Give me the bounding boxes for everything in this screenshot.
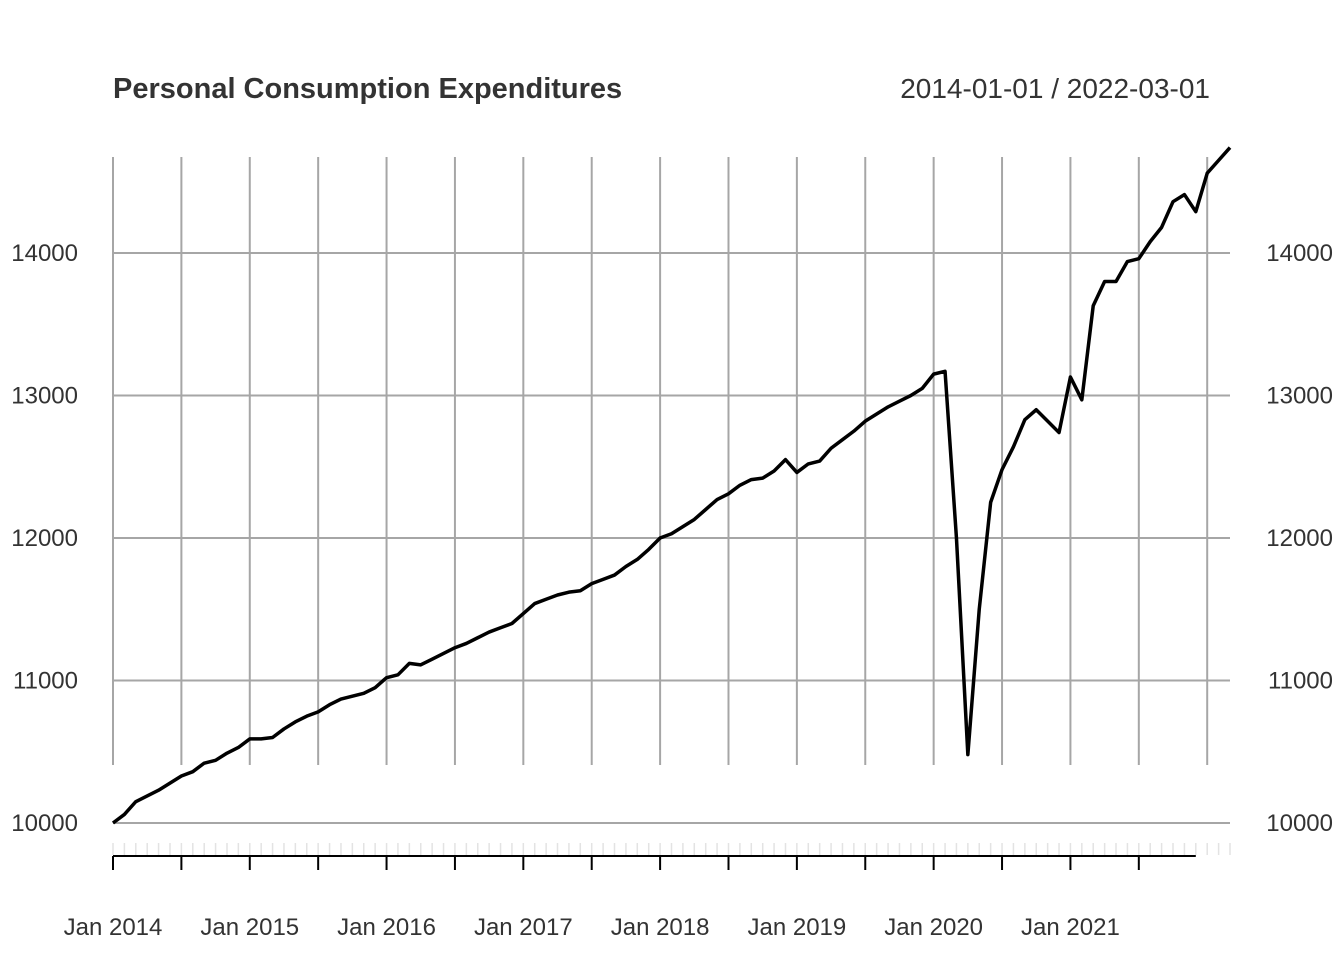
chart-title: Personal Consumption Expenditures [113, 73, 622, 105]
y-axis-right: 10000 11000 12000 13000 14000 [1266, 240, 1333, 837]
y-tick-label: 12000 [11, 525, 78, 552]
x-axis: Jan 2014 Jan 2015 Jan 2016 Jan 2017 Jan 2018… [64, 843, 1231, 941]
x-tick-label: Jan 2014 [64, 914, 163, 941]
y-tick-label: 10000 [1266, 810, 1333, 837]
series-line [111, 146, 1232, 825]
y-axis-left: 10000 11000 12000 13000 14000 [11, 240, 78, 837]
x-tick-label: Jan 2017 [474, 914, 573, 941]
y-tick-label: 14000 [1266, 240, 1333, 267]
y-tick-label: 13000 [1266, 383, 1333, 410]
grid [112, 157, 1230, 824]
date-range-label: 2014-01-01 / 2022-03-01 [900, 73, 1210, 104]
x-tick-label: Jan 2021 [1021, 914, 1120, 941]
y-tick-label: 13000 [11, 383, 78, 410]
y-tick-label: 12000 [1266, 525, 1333, 552]
x-tick-label: Jan 2018 [611, 914, 710, 941]
y-tick-label: 14000 [11, 240, 78, 267]
x-tick-label: Jan 2019 [747, 914, 846, 941]
y-tick-label: 10000 [11, 810, 78, 837]
x-tick-label: Jan 2015 [200, 914, 299, 941]
x-tick-label: Jan 2020 [884, 914, 983, 941]
y-tick-label: 11000 [1268, 668, 1333, 695]
x-tick-label: Jan 2016 [337, 914, 436, 941]
y-tick-label: 11000 [13, 668, 78, 695]
